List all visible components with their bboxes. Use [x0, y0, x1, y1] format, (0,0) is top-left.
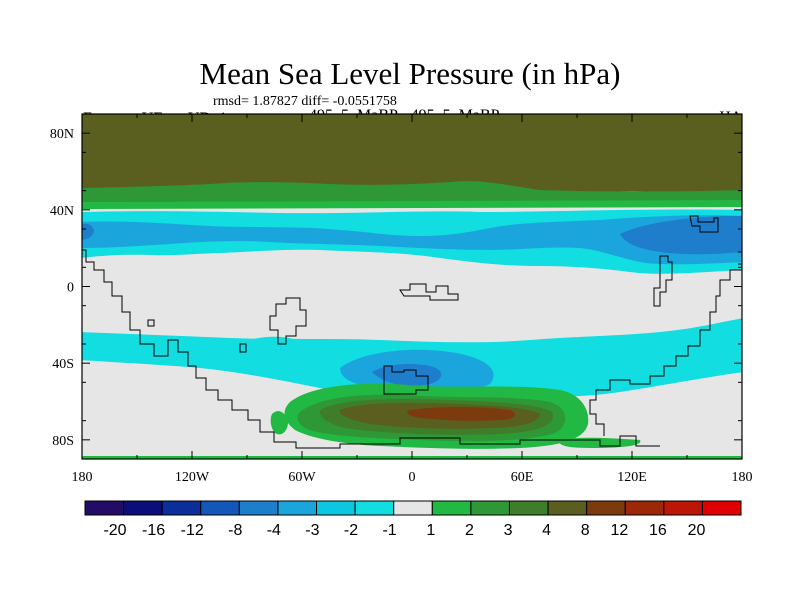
colorbar-label: 2 [465, 522, 474, 539]
colorbar-swatch [277, 500, 318, 516]
colorbar-label: -1 [382, 522, 396, 539]
equatorial-island-outline [399, 283, 459, 301]
colorbar-label: 12 [610, 522, 628, 539]
far-east-outline [738, 251, 742, 265]
south-atlantic-low-core [372, 364, 442, 386]
colorbar-swatch [393, 500, 433, 516]
x-tick-label: 180 [732, 470, 753, 485]
central-low-spot [520, 224, 580, 240]
colorbar-label: -12 [181, 522, 204, 539]
colorbar-label: -4 [267, 522, 281, 539]
colorbar-label: -20 [103, 522, 126, 539]
continent-outlines [82, 215, 742, 449]
west-coast-outline [82, 249, 660, 449]
colorbar-swatch [123, 500, 163, 516]
east-island-outline [653, 255, 673, 307]
east-coast-outline [589, 269, 742, 436]
colorbar-swatch [624, 500, 665, 516]
north-pacific-outline [689, 215, 719, 233]
colorbar-swatch [431, 500, 472, 516]
colorbar-label: -8 [228, 522, 242, 539]
arctic-green-band [82, 181, 742, 204]
chart-title: Mean Sea Level Pressure (in hPa) [199, 56, 621, 91]
x-tick-label: 120E [617, 470, 647, 485]
y-tick-label: 40S [52, 357, 74, 372]
y-tick-label: 0 [67, 281, 74, 296]
colorbar-swatch [701, 500, 742, 516]
x-tick-label: 60E [511, 470, 534, 485]
colorbar: -20 -16 -12 -8 -4 -3 -2 -1 1 2 3 4 8 12 16 20 [84, 500, 742, 539]
antarctic-high-max [407, 407, 515, 421]
colorbar-label: -2 [344, 522, 358, 539]
y-tick-label: 80S [52, 434, 74, 449]
colorbar-swatch [508, 500, 549, 516]
colorbar-label: 8 [581, 522, 590, 539]
island-outline-small [147, 319, 155, 327]
colorbar-swatch [470, 500, 510, 516]
colorbar-label: -16 [142, 522, 165, 539]
arctic-light-green-edge [82, 200, 742, 209]
colorbar-swatch [316, 500, 356, 516]
island-outline-west [239, 343, 247, 353]
x-tick-label: 180 [72, 470, 93, 485]
x-tick-label: 120W [175, 470, 210, 485]
north-atlantic-low-core [82, 223, 94, 240]
stats-text: rmsd= 1.87827 diff= -0.0551758 [213, 94, 397, 109]
north-pacific-low-core [620, 216, 742, 255]
colorbar-label: 16 [649, 522, 667, 539]
colorbar-label: 4 [542, 522, 551, 539]
northern-low-mid [82, 215, 742, 265]
x-tick-label: 60W [288, 470, 316, 485]
colorbar-label: -3 [305, 522, 319, 539]
colorbar-swatch [663, 500, 703, 516]
colorbar-swatch [200, 500, 240, 516]
colorbar-swatch [161, 500, 202, 516]
colorbar-swatch [84, 500, 125, 516]
arctic-high-region [82, 114, 742, 193]
axis-ticks: 180 120W 60W 0 60E 120E 180 80N 40N 0 40S 80S [50, 113, 753, 485]
colorbar-swatch [547, 500, 588, 516]
y-tick-label: 80N [50, 127, 74, 142]
colorbar-label: 1 [426, 522, 435, 539]
colorbar-swatch [354, 500, 395, 516]
colorbar-label: 3 [504, 522, 513, 539]
island-outline-mid [269, 297, 307, 345]
indian-low-blob [250, 336, 310, 360]
colorbar-swatch [586, 500, 626, 516]
y-tick-label: 40N [50, 204, 74, 219]
south-atlantic-continent-outline [383, 365, 429, 395]
colorbar-label: 20 [688, 522, 706, 539]
x-tick-label: 0 [409, 470, 416, 485]
antarctic-west-green [270, 411, 288, 435]
colorbar-swatch [238, 500, 279, 516]
map-field [82, 114, 742, 459]
